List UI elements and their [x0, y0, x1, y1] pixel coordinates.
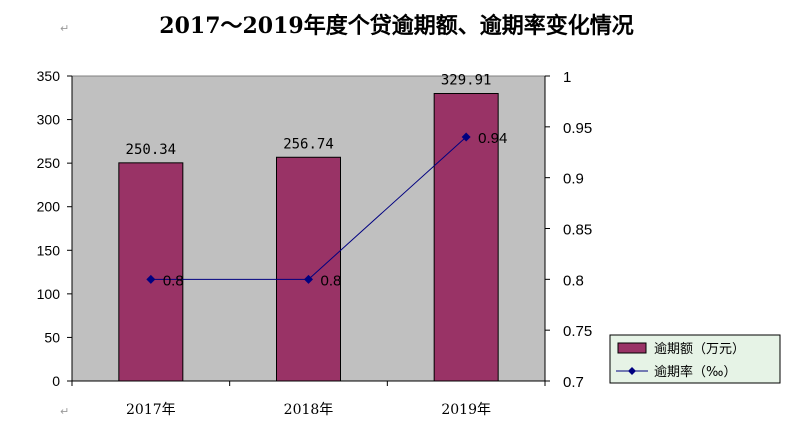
rate-data-label: 0.94	[478, 130, 507, 147]
legend-swatch-bar	[617, 342, 647, 354]
legend-swatch-marker	[628, 367, 636, 375]
paragraph-mark: ↵	[60, 22, 70, 35]
y-left-tick-label: 350	[37, 68, 61, 84]
y-left-tick-label: 50	[44, 329, 60, 345]
bar	[276, 156, 341, 382]
legend-label-bar: 逾期额（万元）	[654, 342, 745, 357]
rate-point-marker	[461, 132, 471, 142]
y-left-tick-label: 150	[37, 242, 61, 258]
y-right-tick-label: 0.9	[563, 171, 584, 188]
y-right-tick-label: 0.7	[563, 374, 584, 391]
x-tick-label: 2018年	[284, 402, 334, 418]
bar-data-label: 256.74	[283, 136, 334, 152]
y-right-tick-label: 0.95	[563, 120, 592, 137]
bar-data-label: 250.34	[126, 142, 177, 158]
y-left-tick-label: 300	[37, 112, 61, 128]
x-tick-label: 2019年	[441, 402, 491, 418]
rate-data-label: 0.8	[163, 272, 184, 289]
y-left-tick-label: 0	[52, 373, 60, 389]
rate-point-marker	[304, 274, 313, 284]
y-right-tick-label: 0.85	[563, 222, 592, 239]
paragraph-mark: ↵	[60, 405, 70, 418]
y-left-tick-label: 250	[37, 155, 61, 171]
y-left-tick-label: 100	[37, 286, 61, 302]
x-tick-label: 2017年	[126, 402, 176, 418]
y-right-tick-label: 1	[563, 69, 571, 86]
y-right-tick-label: 0.8	[563, 272, 584, 289]
bar	[118, 162, 184, 382]
bar-data-label: 329.91	[441, 73, 492, 89]
rate-point-marker	[146, 274, 156, 284]
chart-title: 2017～2019年度个贷逾期额、逾期率变化情况	[159, 13, 634, 39]
y-right-tick-label: 0.75	[563, 323, 592, 340]
rate-data-label: 0.8	[321, 272, 342, 289]
legend-label-line: 逾期率（‰）	[654, 364, 736, 380]
y-left-tick-label: 200	[37, 199, 61, 215]
